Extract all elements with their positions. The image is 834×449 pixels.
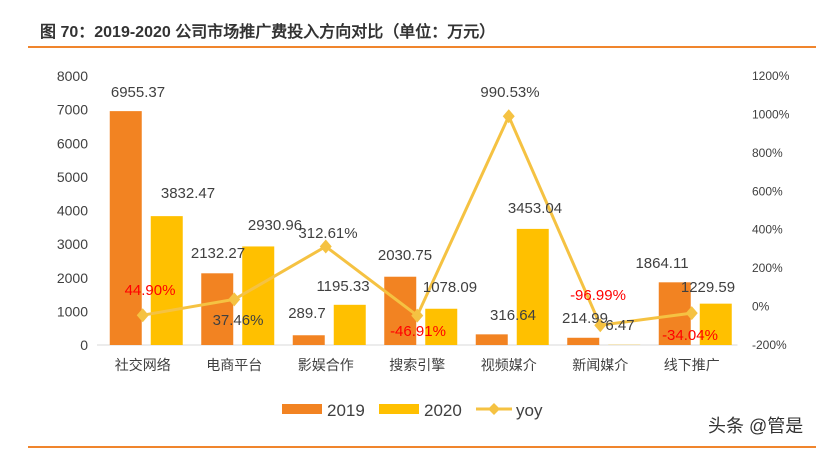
legend-label-yoy: yoy	[516, 401, 543, 420]
y-left-tick: 0	[80, 337, 88, 353]
legend-label-2020: 2020	[424, 401, 462, 420]
y-right-tick: 200%	[752, 261, 783, 275]
y-left-tick: 1000	[57, 303, 88, 319]
bar-2019-label: 316.64	[490, 307, 536, 324]
y-right-tick: 1000%	[752, 107, 790, 121]
bar-2020-label: 3453.04	[508, 200, 562, 217]
y-left-tick: 5000	[57, 169, 88, 185]
bar-2019	[475, 334, 508, 345]
bar-2019-label: 2132.27	[191, 245, 245, 262]
bar-2019	[567, 337, 600, 345]
watermark: 头条 @管是	[708, 416, 804, 436]
bar-2020	[516, 228, 549, 345]
x-tick-label: 电商平台	[206, 357, 262, 373]
y-left-tick: 2000	[57, 270, 88, 286]
y-right-tick: 0%	[752, 300, 770, 314]
bar-2020-label: 1195.33	[316, 278, 369, 295]
title-divider	[28, 46, 816, 48]
y-right-tick: 400%	[752, 223, 783, 237]
bar-2020-label: 1078.09	[423, 279, 477, 296]
bar-2020	[242, 246, 275, 345]
legend-label-2019: 2019	[327, 401, 365, 420]
yoy-marker	[594, 318, 607, 333]
y-right-tick: -200%	[752, 338, 787, 352]
y-right-tick: 800%	[752, 146, 783, 160]
bar-2019-label: 6955.37	[111, 84, 165, 101]
bottom-divider	[28, 446, 816, 448]
bar-2020	[425, 308, 458, 345]
yoy-label: -34.04%	[662, 327, 718, 344]
bar-2020	[333, 304, 366, 345]
y-right-tick: 1200%	[752, 69, 790, 83]
yoy-label: -46.91%	[390, 323, 446, 340]
yoy-marker	[136, 308, 149, 323]
bar-2019-label: 2030.75	[378, 247, 432, 264]
y-right-tick: 600%	[752, 184, 783, 198]
x-tick-label: 影娱合作	[298, 357, 354, 373]
bar-2020	[150, 216, 183, 345]
yoy-marker	[685, 306, 698, 321]
yoy-label: 44.90%	[125, 282, 176, 299]
yoy-marker	[502, 109, 515, 124]
bar-2020	[699, 303, 732, 345]
legend-swatch-2019	[282, 404, 322, 414]
x-tick-label: 搜索引擎	[389, 357, 445, 373]
legend-marker-yoy	[488, 403, 500, 415]
yoy-label: 37.46%	[213, 312, 264, 329]
y-left-tick: 3000	[57, 236, 88, 252]
yoy-marker	[411, 308, 424, 323]
yoy-label: 990.53%	[480, 84, 539, 101]
y-left-tick: 6000	[57, 135, 88, 151]
chart-title: 图 70：2019-2020 公司市场推广费投入方向对比（单位：万元）	[40, 24, 496, 41]
bar-2019-label: 1864.11	[635, 255, 688, 272]
bar-2019-label: 289.7	[288, 305, 326, 322]
yoy-label: 312.61%	[298, 225, 357, 242]
legend-swatch-2020	[379, 404, 419, 414]
bar-2019	[201, 273, 234, 345]
x-tick-label: 线下推广	[664, 357, 720, 373]
bar-2020-label: 6.47	[605, 317, 634, 334]
yoy-label: -96.99%	[570, 287, 626, 304]
x-tick-label: 新闻媒介	[572, 357, 628, 373]
x-tick-label: 视频媒介	[481, 357, 537, 373]
bar-2019-label: 214.99	[562, 310, 608, 327]
y-left-tick: 4000	[57, 203, 88, 219]
x-tick-label: 社交网络	[115, 357, 171, 373]
bar-2020-label: 3832.47	[161, 185, 215, 202]
bar-2019	[109, 111, 142, 345]
yoy-marker	[319, 239, 332, 254]
bar-2019	[292, 335, 325, 345]
y-left-tick: 7000	[57, 102, 88, 118]
y-left-tick: 8000	[57, 68, 88, 84]
bar-2020-label: 1229.59	[681, 279, 735, 296]
yoy-marker	[228, 292, 241, 307]
bar-2020-label: 2930.96	[248, 217, 302, 234]
